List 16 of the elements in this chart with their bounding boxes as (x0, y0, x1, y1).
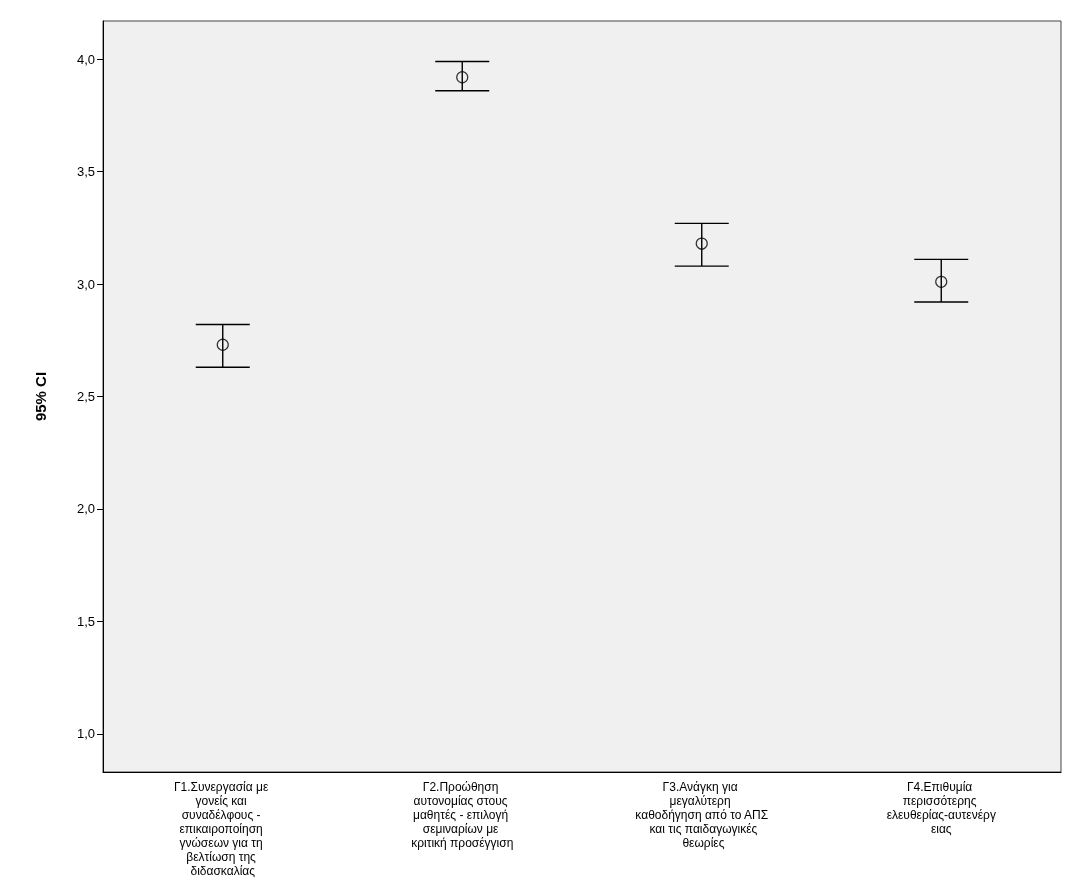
x-tick-label: Γ4.Επιθυμία περισσότερης ελευθερίας-αυτενέργειας (886, 780, 996, 836)
x-tick-label: Γ2.Προώθηση αυτονομίας στους μαθητές - επιλογή σεμιναρίων με κριτική προσέγγιση (411, 780, 514, 850)
y-tick-label: 2,5 (76, 389, 95, 404)
y-tick-label: 3,0 (76, 276, 95, 292)
point (216, 338, 229, 351)
y-tick-label: 4,0 (76, 51, 95, 67)
point (695, 237, 708, 250)
y-tick-label: 3,5 (76, 164, 95, 180)
y-tick-label: 1,5 (76, 613, 95, 629)
point (456, 71, 469, 84)
point (935, 275, 948, 288)
x-tick-label: Γ3.Ανάγκη για μεγαλύτερη καθοδήγηση από το ΑΠΣ και τις παιδαγωγικές θεωρίες (635, 780, 769, 850)
y-tick-label: 1,0 (76, 726, 95, 742)
y-axis-title: 95% CI (32, 371, 49, 422)
y-tick-label: 2,0 (76, 501, 95, 517)
x-tick-label: Γ1.Συνεργασία με γονείς και συναδέλφους - επικαιροποίηση γνώσεων για τη βελτίωση της διδασκαλίας (173, 780, 272, 878)
